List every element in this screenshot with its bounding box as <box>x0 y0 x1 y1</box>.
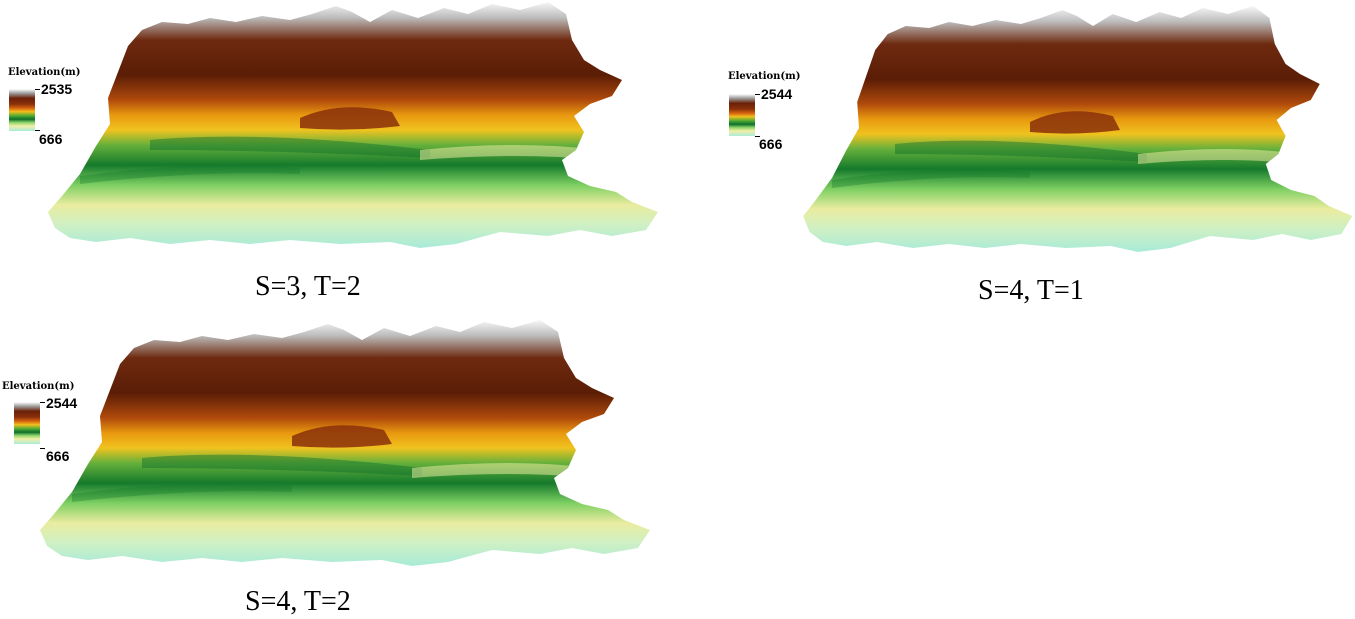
legend-tick-min <box>35 130 40 131</box>
legend-title: Elevation(m) <box>8 67 81 78</box>
terrain-map-3 <box>40 320 650 566</box>
legend-max-value: 2544 <box>46 395 78 411</box>
terrain-map-1 <box>48 2 658 248</box>
elevation-panel-3: Elevation(m) 2544 666 S=4, T=2 <box>0 318 680 619</box>
elevation-legend-bar <box>729 94 755 136</box>
legend-title: Elevation(m) <box>2 381 75 392</box>
legend-min-value: 666 <box>759 136 783 152</box>
panel-caption: S=3, T=2 <box>255 271 361 302</box>
legend-tick-min <box>40 448 45 449</box>
terrain-map-2 <box>803 6 1353 252</box>
legend-tick-max <box>755 94 760 95</box>
legend-max-value: 2544 <box>761 86 793 102</box>
elevation-panel-2: Elevation(m) 2544 666 S=4, T=1 <box>700 0 1355 320</box>
elevation-panel-1: Elevation(m) 2535 666 S=3, T=2 <box>0 0 680 320</box>
elevation-legend-bar <box>14 402 40 444</box>
legend-max-value: 2535 <box>41 81 73 97</box>
elevation-legend-bar <box>9 89 35 131</box>
panel-caption: S=4, T=2 <box>245 586 351 617</box>
legend-tick-max <box>35 89 40 90</box>
legend-title: Elevation(m) <box>728 71 801 82</box>
legend-tick-min <box>755 136 760 137</box>
panel-caption: S=4, T=1 <box>978 275 1084 306</box>
legend-tick-max <box>40 402 45 403</box>
legend-min-value: 666 <box>39 131 63 147</box>
legend-min-value: 666 <box>46 448 70 464</box>
